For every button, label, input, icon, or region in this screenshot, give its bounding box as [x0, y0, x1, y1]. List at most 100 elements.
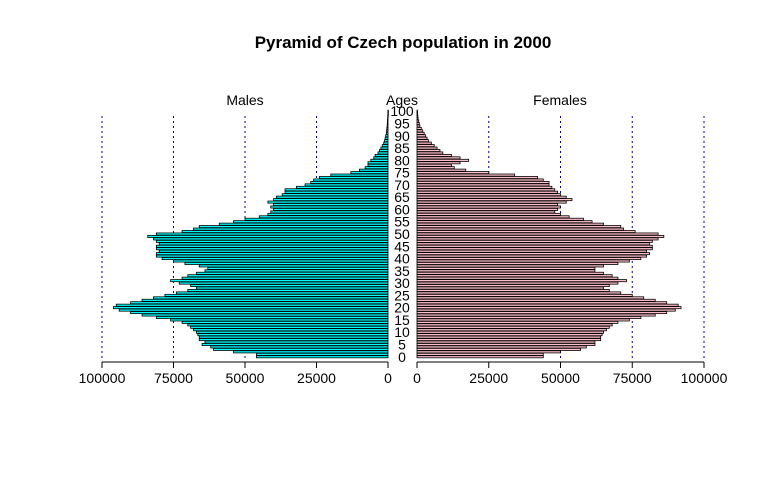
female-bar: [416, 215, 570, 219]
male-bar: [155, 244, 389, 248]
male-bar: [233, 350, 389, 354]
male-bar: [387, 112, 389, 116]
age-tick-label: 5: [398, 336, 406, 352]
female-bar: [416, 257, 642, 260]
female-bar: [416, 129, 424, 133]
female-bar: [416, 151, 444, 155]
age-tick-label: 20: [394, 300, 410, 316]
female-bar: [416, 330, 604, 334]
male-bar: [386, 126, 389, 130]
female-bar: [416, 171, 490, 175]
female-bar: [416, 119, 420, 123]
male-bar: [158, 249, 389, 253]
male-bar: [364, 166, 389, 170]
male-bar: [370, 158, 389, 162]
female-bar: [416, 156, 461, 160]
female-bar: [416, 212, 561, 216]
female-bar: [416, 230, 636, 233]
female-bar: [416, 112, 418, 116]
female-bar: [416, 308, 676, 312]
males-label: Males: [226, 92, 263, 108]
age-tick-label: 30: [394, 275, 410, 291]
male-bar: [193, 328, 389, 332]
female-bar: [416, 318, 630, 322]
male-bar: [310, 180, 389, 184]
female-bar: [416, 114, 419, 118]
male-bar: [155, 247, 389, 251]
female-axis-tick-label: 0: [413, 370, 421, 386]
male-bar: [198, 225, 389, 229]
male-bar: [201, 343, 389, 346]
male-bar: [358, 168, 389, 172]
male-bar: [385, 131, 389, 135]
female-bar: [416, 293, 633, 297]
male-bar: [153, 296, 389, 300]
male-bar: [267, 200, 389, 204]
chart-title: Pyramid of Czech population in 2000: [255, 33, 552, 52]
age-tick-label: 80: [394, 152, 410, 168]
male-bar: [313, 178, 389, 182]
female-bar: [416, 325, 610, 329]
female-bar: [416, 217, 584, 221]
age-tick-label: 45: [394, 238, 410, 254]
female-bar: [416, 249, 648, 253]
male-bar: [387, 119, 389, 123]
age-tick-label: 35: [394, 263, 410, 279]
male-bar: [244, 217, 389, 221]
male-bar: [204, 340, 389, 344]
male-bar: [155, 239, 389, 243]
female-bar: [416, 134, 427, 138]
female-bar: [416, 254, 648, 258]
age-tick-label: 10: [394, 324, 410, 340]
age-tick-label: 90: [394, 128, 410, 144]
male-bar: [270, 210, 389, 214]
female-bar: [416, 262, 619, 265]
female-bar: [416, 338, 602, 342]
male-bar: [273, 203, 389, 206]
male-bar: [276, 195, 389, 199]
male-bar: [190, 325, 389, 329]
male-bar: [155, 254, 389, 258]
age-tick-label: 70: [394, 177, 410, 193]
male-bars: [113, 109, 389, 359]
male-bar: [153, 237, 389, 241]
male-axis-tick-label: 0: [384, 370, 392, 386]
female-x-axis: 100000 75000 50000 25000 0: [413, 361, 728, 386]
male-bar: [258, 215, 389, 219]
female-bar: [416, 198, 573, 202]
male-bar: [187, 274, 389, 278]
female-bar: [416, 210, 556, 214]
female-bar: [416, 158, 470, 162]
females-label: Females: [533, 92, 587, 108]
male-bar: [181, 276, 389, 280]
female-bar: [416, 183, 550, 187]
male-bar: [198, 338, 389, 342]
female-bar: [416, 188, 556, 192]
age-tick-label: 25: [394, 287, 410, 303]
female-bar: [416, 208, 559, 211]
age-tick-label: 50: [394, 226, 410, 242]
female-bar: [416, 333, 603, 337]
female-bar: [416, 303, 679, 307]
female-bar: [416, 289, 610, 292]
female-bar: [416, 244, 653, 248]
age-tick-label: 95: [394, 116, 410, 132]
female-bar: [416, 144, 435, 148]
female-bar: [416, 316, 642, 319]
male-bar: [195, 286, 389, 290]
female-bar: [416, 242, 650, 246]
male-bar: [170, 318, 389, 322]
male-bar: [155, 232, 389, 236]
female-bar: [416, 227, 625, 231]
female-bar: [416, 345, 587, 349]
male-bar: [386, 129, 389, 133]
female-bar: [416, 139, 429, 143]
male-bar: [113, 306, 389, 310]
female-bar: [416, 276, 619, 280]
male-bar: [374, 153, 389, 157]
female-bar: [416, 335, 602, 339]
female-bar: [416, 281, 619, 285]
female-bar: [416, 347, 581, 351]
male-bar: [385, 134, 389, 138]
female-bar: [416, 291, 622, 295]
